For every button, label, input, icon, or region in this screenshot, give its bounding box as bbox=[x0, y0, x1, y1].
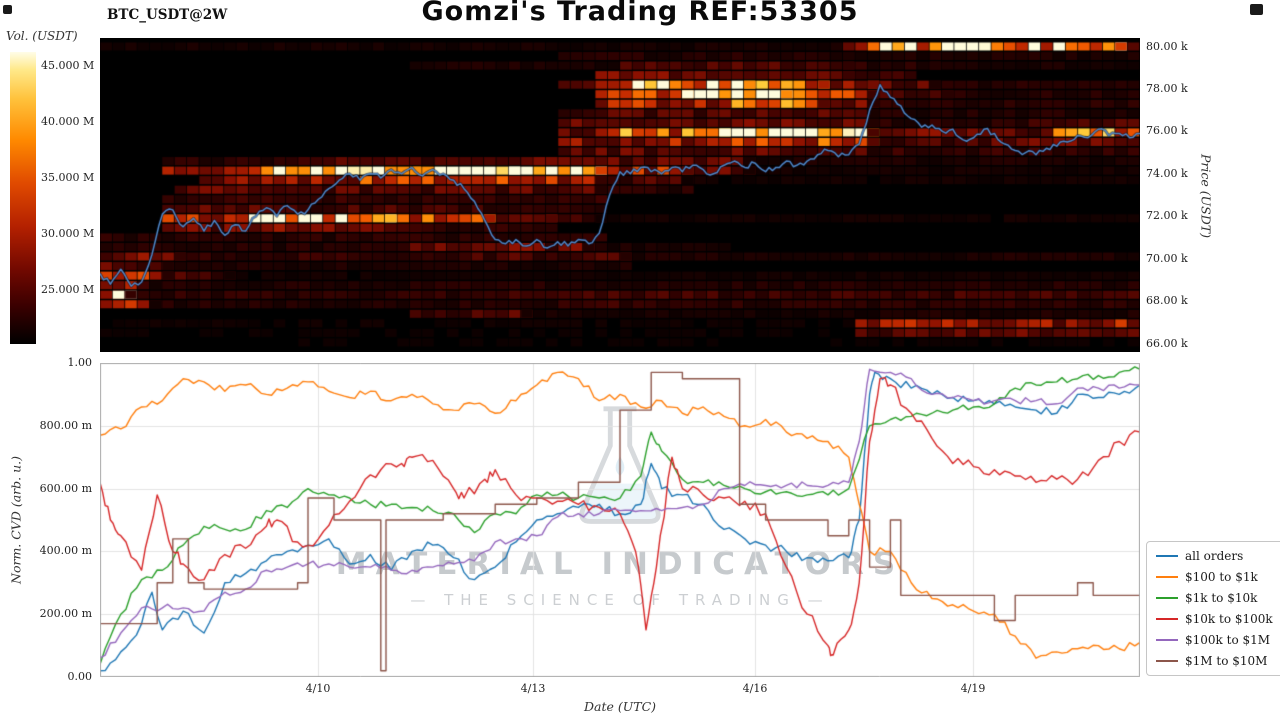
titlebar-glyph-left-icon bbox=[3, 5, 12, 14]
legend-item: $100 to $1k bbox=[1156, 571, 1278, 583]
legend-line-swatch bbox=[1156, 576, 1178, 578]
legend-label: $10k to $100k bbox=[1185, 612, 1273, 626]
date-tick-label: 4/10 bbox=[305, 682, 331, 695]
colorbar-tick-label: 25.000 M bbox=[41, 283, 95, 296]
volume-colorbar bbox=[10, 52, 36, 344]
price-axis-label: Price (USDT) bbox=[1198, 154, 1214, 238]
colorbar-tick-label: 35.000 M bbox=[41, 171, 95, 184]
price-tick-label: 74.00 k bbox=[1146, 167, 1188, 180]
cvd-tick-label: 200.00 m bbox=[39, 607, 92, 620]
colorbar-tick-label: 30.000 M bbox=[41, 227, 95, 240]
cvd-tick-label: 0.00 bbox=[67, 670, 93, 683]
titlebar-glyph-right-icon bbox=[1250, 4, 1263, 15]
price-tick-label: 78.00 k bbox=[1146, 82, 1188, 95]
date-tick-label: 4/13 bbox=[520, 682, 546, 695]
legend-item: all orders bbox=[1156, 550, 1278, 562]
colorbar-tick-label: 40.000 M bbox=[41, 115, 95, 128]
legend-line-swatch bbox=[1156, 555, 1178, 557]
legend-line-swatch bbox=[1156, 597, 1178, 599]
price-tick-label: 76.00 k bbox=[1146, 124, 1188, 137]
cvd-tick-label: 1.00 bbox=[67, 356, 93, 369]
price-tick-label: 80.00 k bbox=[1146, 40, 1188, 53]
legend: all orders $100 to $1k $1k to $10k $10k … bbox=[1146, 541, 1280, 676]
symbol-timeframe-label: BTC_USDT@2W bbox=[107, 7, 228, 23]
legend-label: $100 to $1k bbox=[1185, 570, 1258, 584]
legend-item: $1k to $10k bbox=[1156, 592, 1278, 604]
legend-item: $10k to $100k bbox=[1156, 613, 1278, 625]
legend-label: $1k to $10k bbox=[1185, 591, 1258, 605]
legend-label: $1M to $10M bbox=[1185, 654, 1268, 668]
colorbar-tick-label: 45.000 M bbox=[41, 59, 95, 72]
cvd-chart-canvas bbox=[100, 363, 1140, 677]
legend-label: $100k to $1M bbox=[1185, 633, 1271, 647]
legend-line-swatch bbox=[1156, 618, 1178, 620]
price-tick-label: 70.00 k bbox=[1146, 252, 1188, 265]
date-tick-label: 4/16 bbox=[742, 682, 768, 695]
colorbar-title: Vol. (USDT) bbox=[6, 29, 78, 43]
cvd-axis-label: Norm. CVD (arb. u.) bbox=[8, 456, 24, 584]
cvd-tick-label: 600.00 m bbox=[39, 482, 92, 495]
date-tick-label: 4/19 bbox=[960, 682, 986, 695]
price-tick-label: 66.00 k bbox=[1146, 337, 1188, 350]
legend-line-swatch bbox=[1156, 639, 1178, 641]
liquidity-heatmap-canvas bbox=[100, 38, 1140, 352]
legend-line-swatch bbox=[1156, 660, 1178, 662]
legend-label: all orders bbox=[1185, 549, 1244, 563]
cvd-tick-label: 800.00 m bbox=[39, 419, 92, 432]
price-tick-label: 68.00 k bbox=[1146, 294, 1188, 307]
figure-title: Gomzi's Trading REF:53305 bbox=[421, 0, 859, 27]
price-tick-label: 72.00 k bbox=[1146, 209, 1188, 222]
date-axis-label: Date (UTC) bbox=[583, 699, 657, 714]
legend-item: $100k to $1M bbox=[1156, 634, 1278, 646]
legend-item: $1M to $10M bbox=[1156, 655, 1278, 667]
cvd-tick-label: 400.00 m bbox=[39, 544, 92, 557]
